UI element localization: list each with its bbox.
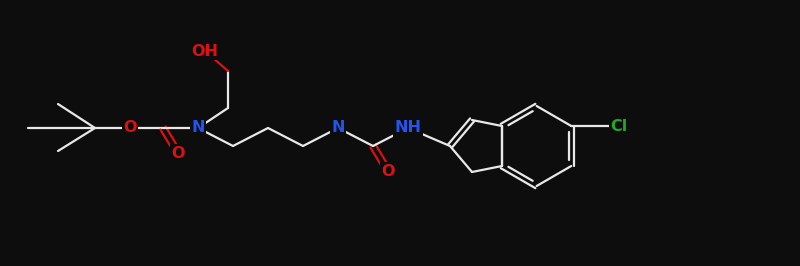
Text: N: N [331,120,345,135]
Text: Cl: Cl [610,118,628,134]
Text: N: N [191,120,205,135]
Text: O: O [123,120,137,135]
Text: NH: NH [394,120,422,135]
Text: OH: OH [191,44,218,59]
Text: O: O [171,146,185,160]
Text: O: O [382,164,394,178]
